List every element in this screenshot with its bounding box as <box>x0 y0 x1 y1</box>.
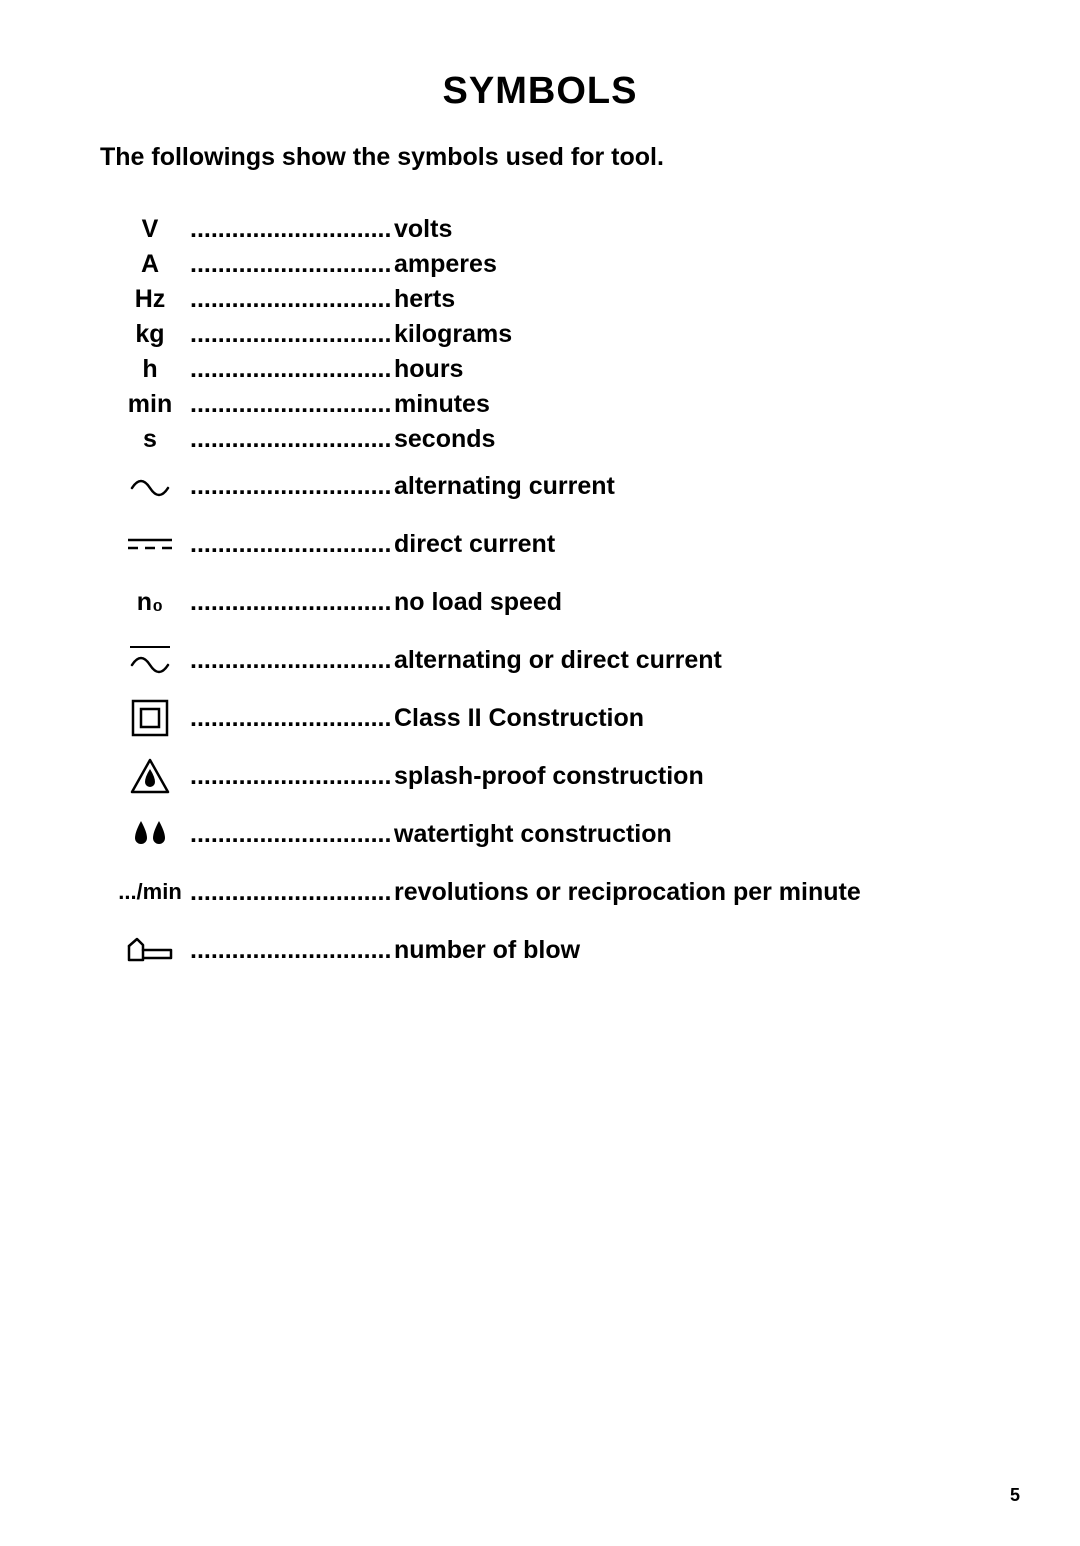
symbol-row: A................................amperes <box>110 247 980 282</box>
symbol-row: ................................watertig… <box>110 805 980 863</box>
symbol-row: min................................minut… <box>110 387 980 422</box>
symbol-description: direct current <box>390 532 555 557</box>
symbol-row: ................................Class II… <box>110 689 980 747</box>
symbol-row: ................................alternat… <box>110 631 980 689</box>
symbol-text: min <box>110 392 190 417</box>
leader-dots: ................................ <box>190 706 390 731</box>
symbol-description: amperes <box>390 252 497 277</box>
symbol-description: number of blow <box>390 938 580 963</box>
symbol-text: n₀ <box>110 590 190 615</box>
symbol-row: .../min................................r… <box>110 863 980 921</box>
symbol-text: kg <box>110 322 190 347</box>
acdc-icon <box>110 643 190 677</box>
symbol-text: Hz <box>110 287 190 312</box>
symbol-description: seconds <box>390 427 495 452</box>
symbol-description: revolutions or reciprocation per minute <box>390 880 861 905</box>
intro-text: The followings show the symbols used for… <box>100 143 980 172</box>
leader-dots: ................................ <box>190 287 390 312</box>
leader-dots: ................................ <box>190 252 390 277</box>
symbol-description: Class II Construction <box>390 706 644 731</box>
leader-dots: ................................ <box>190 357 390 382</box>
symbol-description: volts <box>390 217 452 242</box>
leader-dots: ................................ <box>190 427 390 452</box>
leader-dots: ................................ <box>190 822 390 847</box>
symbol-text: .../min <box>110 881 190 903</box>
leader-dots: ................................ <box>190 322 390 347</box>
dc-icon <box>110 535 190 553</box>
leader-dots: ................................ <box>190 532 390 557</box>
symbol-text: s <box>110 427 190 452</box>
symbol-description: alternating or direct current <box>390 648 722 673</box>
symbol-row: s................................seconds <box>110 422 980 457</box>
symbol-description: minutes <box>390 392 490 417</box>
page-title: SYMBOLS <box>100 70 980 113</box>
watertight-icon <box>110 819 190 849</box>
symbol-text: h <box>110 357 190 382</box>
splash-icon <box>110 757 190 795</box>
symbol-description: kilograms <box>390 322 512 347</box>
symbol-row: ................................splash-p… <box>110 747 980 805</box>
ac-icon <box>110 474 190 498</box>
leader-dots: ................................ <box>190 648 390 673</box>
symbol-row: ................................direct c… <box>110 515 980 573</box>
leader-dots: ................................ <box>190 217 390 242</box>
leader-dots: ................................ <box>190 764 390 789</box>
symbol-description: alternating current <box>390 474 615 499</box>
symbol-description: hours <box>390 357 463 382</box>
symbol-row: ................................number o… <box>110 921 980 979</box>
symbol-description: splash-proof construction <box>390 764 704 789</box>
leader-dots: ................................ <box>190 938 390 963</box>
symbol-row: V................................volts <box>110 212 980 247</box>
leader-dots: ................................ <box>190 590 390 615</box>
symbol-row: ................................alternat… <box>110 457 980 515</box>
symbol-list: V................................voltsA.… <box>110 212 980 979</box>
page: SYMBOLS The followings show the symbols … <box>0 0 1080 1546</box>
page-number: 5 <box>1010 1485 1020 1506</box>
leader-dots: ................................ <box>190 392 390 417</box>
symbol-description: no load speed <box>390 590 562 615</box>
symbol-row: n₀................................no loa… <box>110 573 980 631</box>
symbol-description: herts <box>390 287 455 312</box>
class2-icon <box>110 698 190 738</box>
symbol-row: Hz................................herts <box>110 282 980 317</box>
leader-dots: ................................ <box>190 474 390 499</box>
symbol-row: kg................................kilogr… <box>110 317 980 352</box>
leader-dots: ................................ <box>190 880 390 905</box>
blow-icon <box>110 936 190 964</box>
symbol-text: A <box>110 252 190 277</box>
symbol-description: watertight construction <box>390 822 672 847</box>
symbol-text: V <box>110 217 190 242</box>
symbol-row: h................................hours <box>110 352 980 387</box>
